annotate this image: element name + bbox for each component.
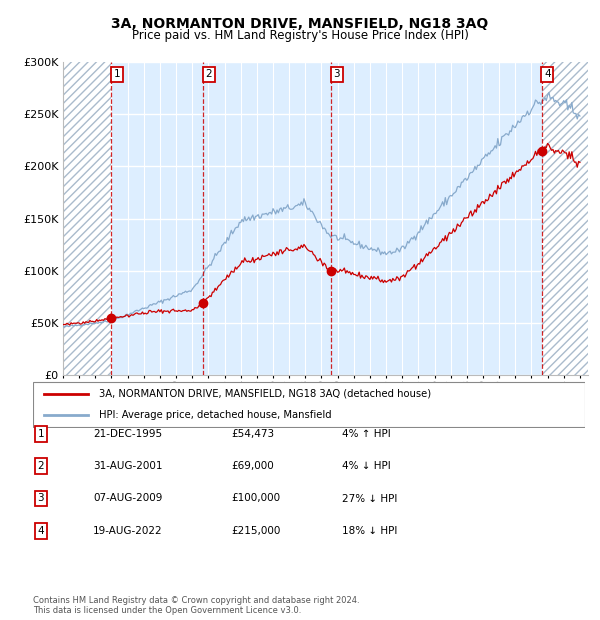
Text: Price paid vs. HM Land Registry's House Price Index (HPI): Price paid vs. HM Land Registry's House …	[131, 29, 469, 42]
Text: £69,000: £69,000	[231, 461, 274, 471]
Text: 4% ↑ HPI: 4% ↑ HPI	[342, 429, 391, 439]
Text: 3A, NORMANTON DRIVE, MANSFIELD, NG18 3AQ (detached house): 3A, NORMANTON DRIVE, MANSFIELD, NG18 3AQ…	[99, 389, 431, 399]
Text: HPI: Average price, detached house, Mansfield: HPI: Average price, detached house, Mans…	[99, 410, 332, 420]
Text: Contains HM Land Registry data © Crown copyright and database right 2024.
This d: Contains HM Land Registry data © Crown c…	[33, 596, 359, 615]
Text: 31-AUG-2001: 31-AUG-2001	[93, 461, 163, 471]
Text: 07-AUG-2009: 07-AUG-2009	[93, 494, 163, 503]
Text: 19-AUG-2022: 19-AUG-2022	[93, 526, 163, 536]
Text: 4: 4	[544, 69, 551, 79]
Text: 18% ↓ HPI: 18% ↓ HPI	[342, 526, 397, 536]
Text: 1: 1	[37, 429, 44, 439]
Text: 2: 2	[205, 69, 212, 79]
Text: 3: 3	[334, 69, 340, 79]
Text: 21-DEC-1995: 21-DEC-1995	[93, 429, 162, 439]
Text: 4% ↓ HPI: 4% ↓ HPI	[342, 461, 391, 471]
Text: £215,000: £215,000	[231, 526, 280, 536]
Bar	[63, 62, 111, 375]
Text: 1: 1	[113, 69, 120, 79]
Text: £54,473: £54,473	[231, 429, 274, 439]
Text: 3A, NORMANTON DRIVE, MANSFIELD, NG18 3AQ: 3A, NORMANTON DRIVE, MANSFIELD, NG18 3AQ	[112, 17, 488, 30]
Text: 27% ↓ HPI: 27% ↓ HPI	[342, 494, 397, 503]
Text: £100,000: £100,000	[231, 494, 280, 503]
Text: 3: 3	[37, 494, 44, 503]
Bar	[542, 62, 588, 375]
Text: 4: 4	[37, 526, 44, 536]
Text: 2: 2	[37, 461, 44, 471]
